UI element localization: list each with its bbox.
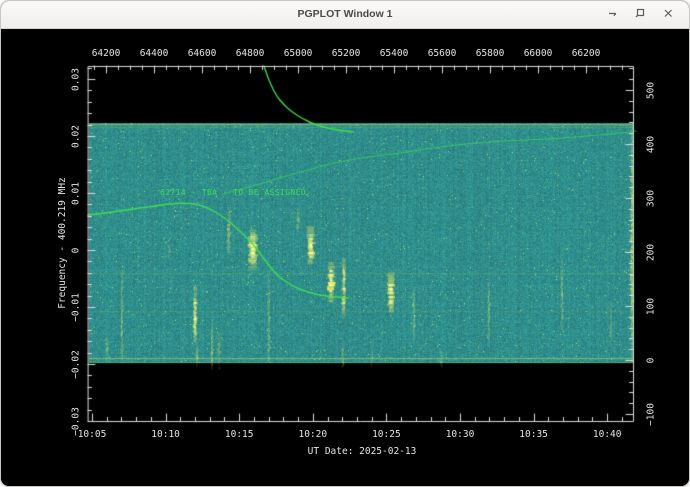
left-axis-tick-label: −0.03	[70, 406, 82, 436]
top-axis-tick-label: 65600	[427, 47, 457, 59]
plot-area: Frequency - 400.219 MHz UT Date: 2025-02…	[1, 29, 689, 486]
top-axis-tick-label: 66000	[523, 47, 553, 59]
left-axis-tick-label: −0.02	[70, 349, 82, 379]
bottom-axis-tick-label: 10:20	[298, 428, 328, 440]
top-axis-tick-label: 65800	[475, 47, 505, 59]
maximize-button[interactable]	[632, 7, 647, 22]
right-axis-tick-label: 0	[645, 357, 657, 363]
bottom-axis-tick-label: 10:30	[445, 428, 475, 440]
spectrogram-canvas[interactable]	[1, 29, 689, 486]
top-axis-tick-label: 64200	[91, 47, 121, 59]
right-axis-tick-label: 400	[645, 135, 657, 153]
right-axis-tick-label: −100	[645, 402, 657, 426]
left-axis-tick-label: 0	[70, 247, 82, 253]
top-axis-tick-label: 65400	[379, 47, 409, 59]
top-axis-tick-label: 64600	[187, 47, 217, 59]
left-axis-tick-label: 0.02	[70, 124, 82, 148]
bottom-axis-tick-label: 10:05	[77, 428, 107, 440]
close-icon	[662, 6, 674, 24]
bottom-axis-tick-label: 10:35	[519, 428, 548, 440]
top-axis-tick-label: 65200	[331, 47, 361, 59]
bottom-axis-tick-label: 10:15	[224, 428, 254, 440]
bottom-axis-tick-label: 10:40	[592, 428, 622, 440]
top-axis-tick-label: 66200	[571, 47, 601, 59]
left-axis-tick-label: −0.01	[70, 292, 82, 322]
top-axis-tick-label: 64400	[139, 47, 169, 59]
left-axis-tick-label: 0.03	[70, 67, 82, 91]
minimize-button[interactable]	[604, 7, 619, 22]
top-axis-tick-label: 65000	[283, 47, 313, 59]
right-axis-tick-label: 300	[645, 189, 657, 207]
right-axis-tick-label: 200	[645, 243, 657, 261]
window-title: PGPLOT Window 1	[297, 8, 393, 20]
maximize-icon	[634, 6, 646, 24]
left-axis-tick-label: 0.01	[70, 181, 82, 205]
ut-date-label: UT Date: 2025-02-13	[307, 446, 417, 457]
bottom-axis-tick-label: 10:25	[372, 428, 401, 440]
right-axis-tick-label: 100	[645, 297, 657, 315]
titlebar: PGPLOT Window 1	[1, 1, 689, 29]
minimize-icon	[606, 6, 618, 24]
close-button[interactable]	[660, 7, 675, 22]
y-axis-title: Frequency - 400.219 MHz	[57, 177, 68, 309]
bottom-axis-tick-label: 10:10	[151, 428, 180, 440]
top-axis-tick-label: 64800	[235, 47, 265, 59]
satellite-annotation: 62714 - TBA - TO BE ASSIGNED	[160, 188, 307, 197]
window-controls	[604, 1, 675, 28]
right-axis-tick-label: 500	[645, 81, 657, 99]
